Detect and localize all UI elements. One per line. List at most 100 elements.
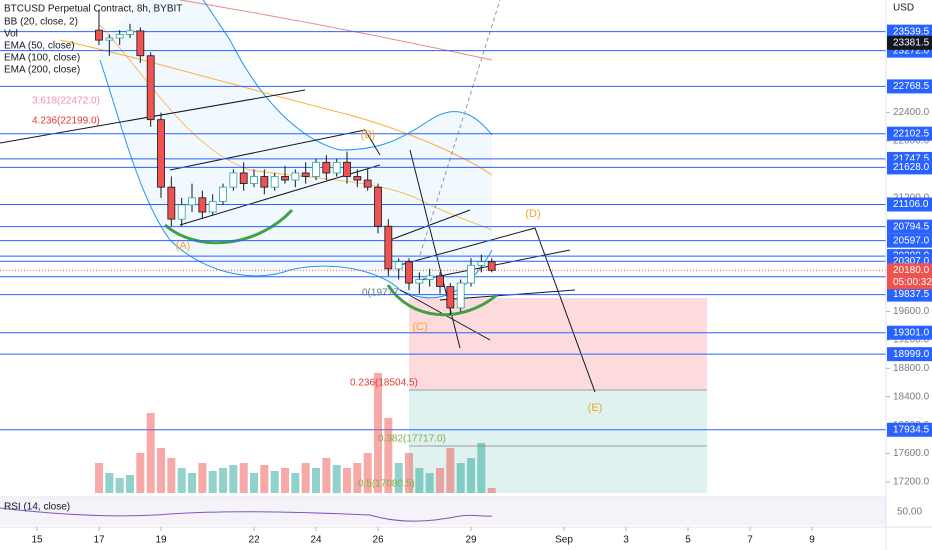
level-label: 20307.0 [893,256,930,267]
candle-body [177,204,186,220]
last-price-label: 20180.0 [893,265,930,276]
volume-bar [343,468,352,493]
wave-label: (E) [588,402,603,414]
y-tick-label: 18400.0 [893,391,930,402]
candle-body [219,186,227,202]
level-label: 22102.5 [893,128,930,139]
candle-body [353,176,362,181]
volume-bar [167,458,176,493]
volume-bar [157,448,166,493]
level-label: 21628.0 [893,162,930,173]
level-box [887,325,932,340]
level-box [887,79,932,94]
volume-bar [188,473,197,493]
volume-bar [384,418,393,493]
volume-bar [126,475,135,493]
y-tick-label: 22000.0 [893,136,930,147]
candle-body [394,261,403,270]
x-tick-label: 19 [155,535,167,546]
candle-body [105,37,114,41]
level-label: 19837.5 [893,289,930,300]
y-tick-label: 18800.0 [893,363,930,374]
x-tick-label: 9 [809,535,815,546]
volume-bar [260,465,269,493]
candle-body [405,261,413,284]
level-box [887,24,932,39]
level-box [887,422,932,437]
y-tick-label: 19200.0 [893,335,930,346]
volume-bar [301,463,310,493]
candle-body [343,161,351,177]
candle-body [312,161,320,177]
volume-bar [332,465,341,493]
y-tick-label: 22400.0 [893,107,930,118]
candle-body [136,30,145,57]
bb-lower [99,59,493,299]
volume-bar [95,463,104,493]
rsi-line [0,507,493,522]
candle-body [332,161,341,174]
candle-body [322,161,331,174]
level-label: 20794.5 [893,221,930,232]
x-tick-label: 3 [623,535,629,546]
candle-body [198,197,207,213]
x-tick-label: 29 [465,535,477,546]
wave-label: (B) [361,129,376,141]
x-tick-label: 26 [372,535,384,546]
stop-zone [409,298,707,390]
volume-bar [115,478,124,493]
level-label: 21747.5 [893,154,930,165]
x-tick-label: 7 [747,535,753,546]
fib-label: 4.236(22199.0) [32,116,100,127]
candle-body [229,172,238,188]
candle-body [446,286,455,309]
legend-title: BTCUSD Perpetual Contract, 8h, BYBIT [4,4,182,15]
last-price-box [887,263,932,290]
candle-body [250,176,258,185]
legend-entry: EMA (200, close) [4,65,80,76]
candle-body [425,275,434,280]
x-tick-label: 5 [685,535,691,546]
candle-body [260,176,269,188]
candle-body [436,275,444,288]
volume-bar [477,443,486,493]
volume-bar [291,473,300,493]
level-label: 19301.0 [893,327,930,338]
candle-body [146,55,155,121]
level-box [887,126,932,141]
candle-body [467,264,475,284]
level-box [887,219,932,234]
rsi-tick-label: 50.00 [897,507,922,518]
wave-label: (A) [176,240,191,252]
level-box [887,233,932,248]
x-tick-label: Sep [555,535,573,546]
dashed-line [419,0,501,256]
fib-label: 0.382(17717.0) [378,434,446,445]
candle-body [374,186,382,227]
rounding-arc [164,208,294,245]
x-tick-label: 22 [248,535,260,546]
fib-label: 0(19777 [362,288,399,299]
level-label: 21106.0 [893,199,929,210]
candle-body [115,34,124,39]
level-box [887,287,932,302]
x-tick-label: 24 [310,535,322,546]
level-label: 22768.5 [893,81,930,92]
candle-body [363,179,372,188]
volume-bar [208,471,217,493]
wave-label: (D) [525,208,540,220]
volume-bar [312,468,321,493]
volume-bar [415,468,424,493]
y-tick-label: 17200.0 [893,477,930,488]
candle-body [167,186,176,220]
volume-bar [229,465,238,493]
candle-body [188,197,196,206]
axis: 22400.022000.021200.019600.019200.018800… [31,24,932,546]
candle-body [477,261,486,266]
candle-body [208,200,217,213]
level-label: 17934.5 [893,424,930,435]
volume-bar [322,458,331,493]
candle-body [126,30,134,35]
x-tick-label: 15 [31,535,43,546]
